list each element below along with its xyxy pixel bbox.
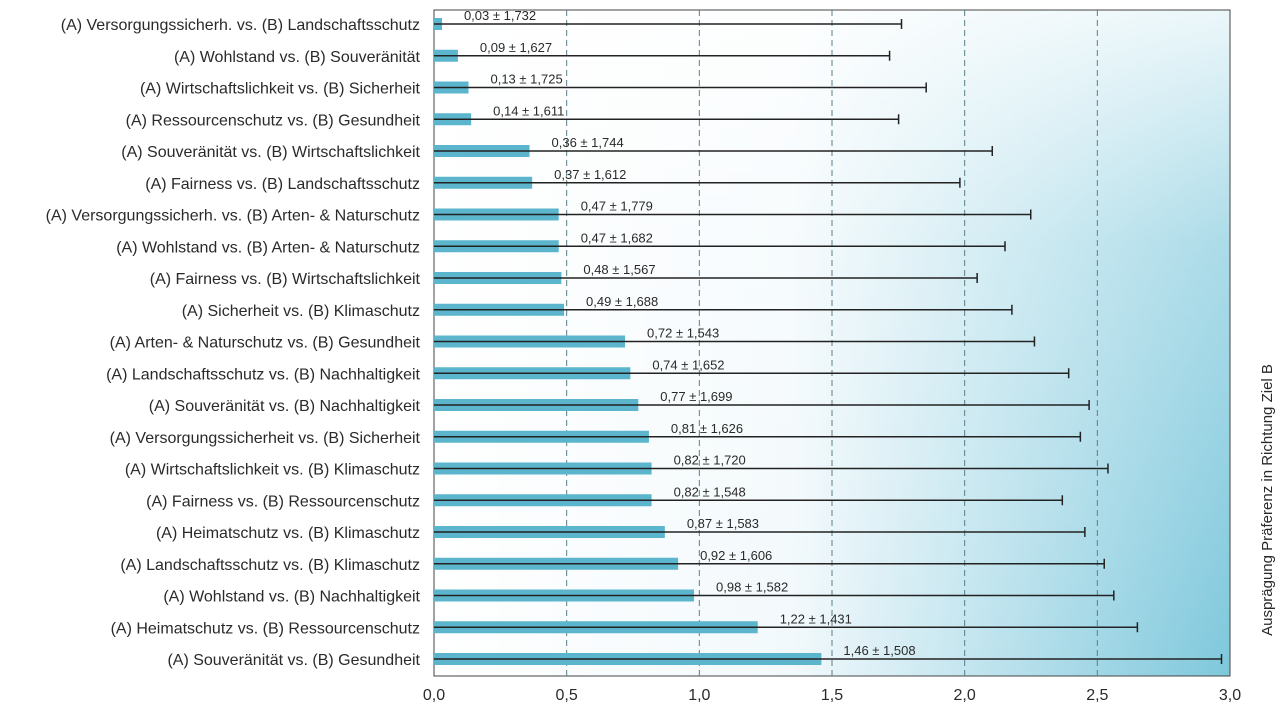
x-tick-label: 0,5 (556, 687, 578, 704)
category-label: (A) Wohlstand vs. (B) Souveränität (174, 49, 421, 66)
value-label: 0,92 ± 1,606 (700, 548, 772, 563)
value-label: 0,49 ± 1,688 (586, 294, 658, 309)
category-label: (A) Souveränität vs. (B) Wirtschaftslich… (121, 144, 420, 161)
value-label: 0,36 ± 1,744 (552, 135, 624, 150)
category-label: (A) Ressourcenschutz vs. (B) Gesundheit (126, 112, 421, 129)
x-axis-ticks: 0,0 0,5 1,0 1,5 2,0 2,5 3,0 (423, 687, 1241, 704)
category-label: (A) Sicherheit vs. (B) Klimaschutz (182, 303, 420, 320)
category-label: (A) Heimatschutz vs. (B) Ressourcenschut… (111, 620, 420, 637)
category-label: (A) Fairness vs. (B) Landschaftsschutz (145, 176, 420, 193)
category-label: (A) Wirtschaftslichkeit vs. (B) Klimasch… (125, 462, 420, 479)
value-label: 0,14 ± 1,611 (493, 103, 564, 118)
category-label: (A) Arten- & Naturschutz vs. (B) Gesundh… (110, 335, 421, 352)
category-label: (A) Heimatschutz vs. (B) Klimaschutz (156, 525, 420, 542)
x-tick-label: 2,0 (954, 687, 976, 704)
x-tick-label: 1,5 (821, 687, 843, 704)
category-label: (A) Versorgungssicherh. vs. (B) Landscha… (61, 17, 420, 34)
axis-title: Ausprägung Präferenz in Richtung Ziel B (1259, 364, 1276, 636)
category-label: (A) Versorgungssicherheit vs. (B) Sicher… (110, 430, 421, 447)
category-labels: (A) Versorgungssicherh. vs. (B) Landscha… (46, 17, 421, 669)
category-label: (A) Fairness vs. (B) Wirtschaftslichkeit (150, 271, 421, 288)
value-label: 1,46 ± 1,508 (843, 643, 915, 658)
value-label: 0,09 ± 1,627 (480, 40, 552, 55)
category-label: (A) Fairness vs. (B) Ressourcenschutz (146, 493, 420, 510)
category-label: (A) Wirtschaftslichkeit vs. (B) Sicherhe… (140, 81, 421, 98)
category-label: (A) Souveränität vs. (B) Gesundheit (167, 652, 420, 669)
x-tick-label: 3,0 (1219, 687, 1241, 704)
category-label: (A) Wohlstand vs. (B) Arten- & Naturschu… (116, 239, 420, 256)
value-label: 0,77 ± 1,699 (660, 389, 732, 404)
value-label: 0,98 ± 1,582 (716, 580, 788, 595)
value-label: 0,82 ± 1,720 (674, 453, 746, 468)
value-labels: 0,03 ± 1,732 0,09 ± 1,627 0,13 ± 1,725 0,14… (464, 8, 916, 658)
value-label: 0,03 ± 1,732 (464, 8, 536, 23)
value-label: 0,47 ± 1,779 (581, 199, 653, 214)
category-label: (A) Versorgungssicherh. vs. (B) Arten- &… (46, 208, 420, 225)
x-tick-label: 0,0 (423, 687, 445, 704)
category-label: (A) Landschaftsschutz vs. (B) Klimaschut… (120, 557, 420, 574)
value-label: 0,13 ± 1,725 (490, 72, 562, 87)
value-label: 0,47 ± 1,682 (581, 230, 653, 245)
value-label: 0,37 ± 1,612 (554, 167, 626, 182)
grid-lines (566, 10, 1098, 676)
value-label: 0,82 ± 1,548 (674, 484, 746, 499)
value-label: 0,48 ± 1,567 (583, 262, 655, 277)
category-label: (A) Souveränität vs. (B) Nachhaltigkeit (149, 398, 421, 415)
value-label: 0,72 ± 1,543 (647, 326, 719, 341)
error-bars (434, 19, 1223, 664)
value-label: 0,87 ± 1,583 (687, 516, 759, 531)
category-label: (A) Wohlstand vs. (B) Nachhaltigkeit (163, 589, 420, 606)
x-tick-label: 1,0 (688, 687, 710, 704)
value-label: 1,22 ± 1,431 (780, 611, 852, 626)
value-label: 0,81 ± 1,626 (671, 421, 743, 436)
category-label: (A) Landschaftsschutz vs. (B) Nachhaltig… (106, 366, 420, 383)
x-tick-label: 2,5 (1086, 687, 1108, 704)
value-label: 0,74 ± 1,652 (652, 357, 724, 372)
